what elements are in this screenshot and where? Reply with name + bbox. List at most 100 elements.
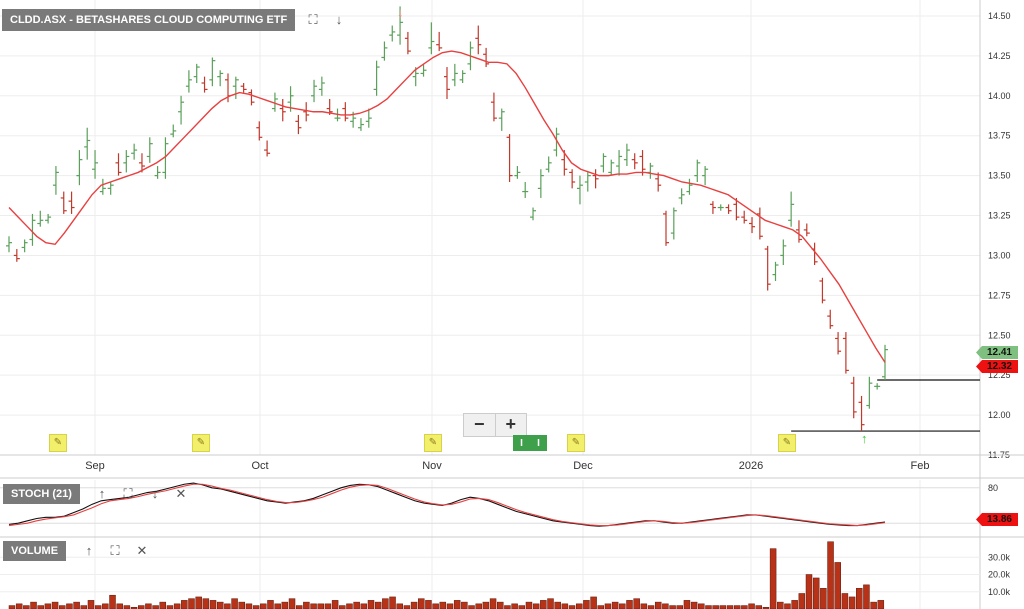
move-down-icon[interactable]: ↓	[151, 486, 159, 501]
volume-bar	[145, 603, 152, 609]
volume-bar	[755, 605, 762, 609]
move-up-icon[interactable]: ↑	[85, 543, 93, 558]
ohlc-bar	[232, 76, 239, 99]
ohlc-bar	[803, 223, 810, 237]
volume-bar	[453, 600, 461, 609]
volume-bar	[295, 605, 303, 609]
move-up-icon[interactable]: ↑	[98, 486, 106, 501]
date-tick-label: Feb	[911, 460, 930, 472]
volume-bar	[820, 588, 827, 609]
volume-bar	[403, 605, 411, 609]
volume-label[interactable]: VOLUME	[3, 541, 67, 561]
volume-bar	[274, 603, 281, 609]
ohlc-bar	[608, 159, 615, 176]
volume-bar	[518, 605, 526, 609]
ohlc-bar	[357, 118, 364, 131]
expand-panel-icon[interactable]: ⛶	[123, 486, 133, 501]
ohlc-bar	[678, 188, 685, 205]
last-price-tag: 12.41	[976, 346, 1018, 359]
date-tick-label: Oct	[251, 460, 268, 472]
ohlc-bar	[342, 102, 349, 122]
date-tick-label: Dec	[573, 460, 593, 472]
ohlc-bar	[819, 277, 826, 304]
ohlc-bar	[420, 63, 427, 77]
volume-bar	[374, 601, 382, 609]
price-tick-label: 12.75	[988, 290, 1011, 300]
buy-arrow-icon: ↑	[861, 431, 868, 446]
volume-bar	[281, 601, 289, 609]
volume-bar	[604, 603, 612, 609]
ohlc-bar	[451, 63, 458, 87]
price-tick-label: 13.00	[988, 250, 1011, 260]
volume-bar	[238, 601, 246, 609]
pencil-icon[interactable]: ✎	[192, 434, 210, 452]
ohlc-bar	[670, 207, 677, 240]
volume-bar	[37, 605, 44, 609]
volume-bar	[317, 603, 324, 609]
ohlc-bar	[365, 108, 372, 128]
ohlc-bar	[772, 261, 779, 281]
volume-bar	[475, 603, 482, 609]
ohlc-bar	[92, 150, 99, 179]
ohlc-bar	[655, 172, 662, 192]
volume-bar	[152, 605, 159, 609]
ohlc-bar	[201, 76, 208, 93]
ohlc-bar	[850, 376, 857, 419]
volume-bar	[346, 603, 353, 609]
volume-bar	[461, 601, 468, 609]
ohlc-bar	[522, 182, 529, 198]
ohlc-bar	[107, 182, 114, 195]
volume-bar	[532, 603, 540, 609]
pencil-icon[interactable]: ✎	[567, 434, 585, 452]
ohlc-bar	[264, 140, 271, 157]
ohlc-bar	[514, 166, 521, 179]
volume-bar	[482, 601, 490, 609]
price-tick-label: 12.00	[988, 410, 1011, 420]
volume-bar	[841, 593, 849, 609]
stoch-value-tag: 13.86	[976, 513, 1018, 526]
ohlc-bar	[858, 395, 865, 432]
pencil-icon[interactable]: ✎	[778, 434, 796, 452]
volume-bar	[540, 600, 547, 609]
ohlc-bar	[436, 31, 443, 52]
volume-bar	[303, 601, 310, 609]
zoom-in-button[interactable]: +	[494, 414, 527, 436]
volume-bar	[123, 605, 131, 609]
ohlc-bar	[303, 102, 310, 122]
volume-bar	[856, 588, 863, 609]
ohlc-bar	[506, 134, 513, 182]
volume-bar	[784, 603, 791, 609]
ma-price-tag: 12.32	[976, 360, 1018, 373]
volume-bar	[741, 605, 748, 609]
volume-bar	[748, 603, 755, 609]
ohlc-bar	[381, 41, 388, 61]
volume-bar	[597, 605, 605, 609]
ohlc-bar	[397, 6, 404, 45]
ohlc-bar	[702, 166, 709, 186]
stoch-label[interactable]: STOCH (21)	[3, 484, 80, 504]
ohlc-bar	[639, 150, 646, 176]
chart-title[interactable]: CLDD.ASX - BETASHARES CLOUD COMPUTING ET…	[2, 9, 296, 31]
close-icon[interactable]: ✕	[136, 543, 148, 558]
price-tick-label: 13.75	[988, 131, 1011, 141]
volume-bar	[848, 596, 856, 609]
expand-panel-icon[interactable]: ⛶	[110, 543, 120, 558]
ohlc-bar	[185, 70, 192, 93]
zoom-out-button[interactable]: −	[473, 414, 485, 434]
volume-bar	[827, 541, 834, 609]
volume-tick-label: 20.0k	[988, 570, 1011, 580]
volume-bar	[288, 598, 296, 609]
volume-bar	[683, 600, 691, 609]
volume-bar	[339, 605, 346, 609]
ohlc-bar	[99, 178, 106, 195]
expand-icon[interactable]: ⛶	[308, 12, 318, 27]
close-icon[interactable]: ✕	[175, 486, 187, 501]
volume-bar	[626, 600, 633, 609]
ohlc-bar	[6, 236, 12, 253]
volume-bar	[166, 605, 174, 609]
volume-bar	[267, 600, 274, 609]
chevron-down-icon[interactable]: ↓	[335, 12, 343, 27]
pencil-icon[interactable]: ✎	[49, 434, 67, 452]
pencil-icon[interactable]: ✎	[424, 434, 442, 452]
